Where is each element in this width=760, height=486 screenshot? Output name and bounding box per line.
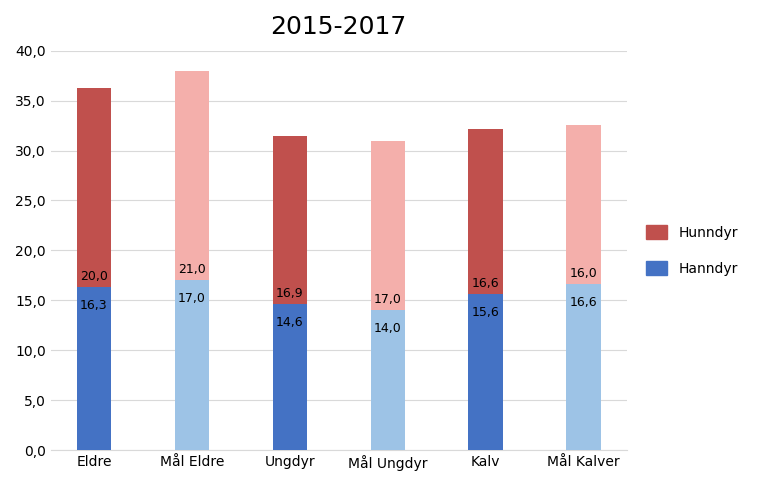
Text: 17,0: 17,0 [178,293,206,305]
Bar [175,70,209,280]
Text: 21,0: 21,0 [178,263,206,277]
Bar [175,280,209,450]
Text: 14,0: 14,0 [374,322,401,335]
Bar [77,287,111,450]
Bar [371,140,405,311]
Bar [273,136,307,304]
Bar [566,284,600,450]
Title: 2015-2017: 2015-2017 [271,15,407,39]
Text: 16,6: 16,6 [472,278,499,290]
Legend: Hunndyr, Hanndyr: Hunndyr, Hanndyr [639,218,745,282]
Text: 17,0: 17,0 [374,294,401,306]
Text: 20,0: 20,0 [80,270,108,283]
Text: 16,6: 16,6 [570,296,597,310]
Text: 14,6: 14,6 [276,316,303,330]
Text: 16,0: 16,0 [570,267,597,280]
Bar [273,304,307,450]
Text: 16,9: 16,9 [276,287,303,300]
Bar [77,87,111,287]
Bar [468,129,502,295]
Text: 16,3: 16,3 [80,299,108,312]
Text: 15,6: 15,6 [472,306,499,319]
Bar [371,311,405,450]
Bar [468,295,502,450]
Bar [566,124,600,284]
